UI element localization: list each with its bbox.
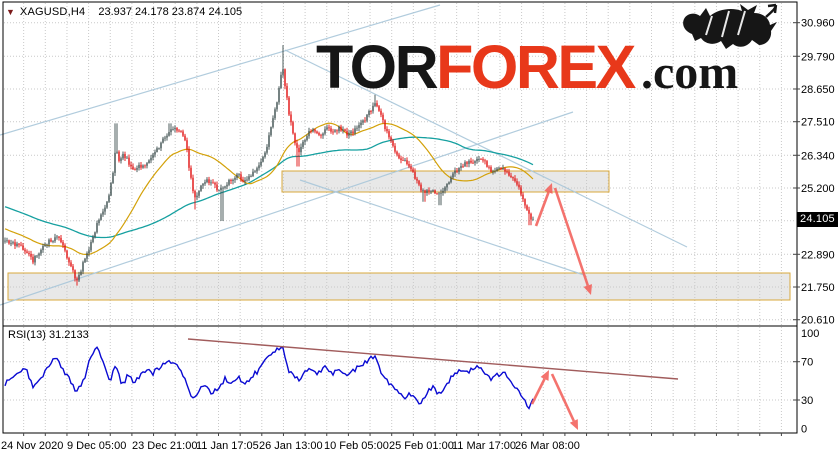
rsi-indicator-label: RSI(13) 31.2133 — [8, 329, 89, 341]
price-axis-label: 29.790 — [801, 51, 835, 63]
trendline — [299, 179, 585, 276]
svg-text:.com: .com — [641, 46, 738, 99]
ohlc-values: 23.937 24.178 23.874 24.105 — [98, 6, 243, 18]
price-axis-label: 27.510 — [801, 117, 835, 129]
date-axis-label: 11 Mar 17:00 — [452, 440, 516, 452]
price-axis-label: 22.890 — [801, 249, 835, 261]
date-axis-label: 10 Feb 05:00 — [324, 440, 389, 452]
pane-borders — [2, 1, 798, 434]
date-axis-label: 11 Jan 17:05 — [196, 440, 259, 452]
rsi-trendline — [187, 338, 679, 380]
trendlines-layer[interactable] — [0, 4, 688, 306]
symbol-ohlc-header: ▼ XAGUSD,H4 23.937 24.178 23.874 24.105 — [6, 6, 242, 18]
rsi-axis-label: 100 — [801, 328, 819, 340]
price-axis-label: 28.650 — [801, 84, 835, 96]
support-resistance-zones[interactable] — [7, 170, 791, 301]
symbol-marker-icon: ▼ — [6, 6, 15, 17]
price-zone — [281, 170, 610, 193]
trendline — [284, 49, 688, 248]
rsi-axis-label: 0 — [801, 424, 807, 436]
svg-text:TORFOREX: TORFOREX — [316, 33, 637, 101]
bull-logo-icon — [683, 3, 778, 49]
forecast-arrow — [534, 191, 550, 227]
rsi-axis[interactable]: 100 70 30 0 — [793, 328, 819, 436]
date-axis-label: 25 Feb 01:00 — [389, 440, 454, 452]
forecast-arrows[interactable] — [530, 183, 592, 430]
rsi-axis-label: 30 — [801, 395, 813, 407]
candles-layer — [4, 45, 534, 286]
ma-fast-line — [4, 122, 534, 255]
price-axis-label: 25.200 — [801, 183, 835, 195]
price-axis[interactable]: 30.960 29.790 28.650 27.510 26.340 25.200 22.8… — [793, 18, 835, 327]
rsi-layer — [4, 338, 679, 410]
grid-layer — [4, 3, 796, 432]
price-zone — [7, 272, 791, 301]
price-axis-label: 20.610 — [801, 315, 835, 327]
trendline — [0, 4, 441, 136]
forecast-arrow — [550, 373, 575, 422]
date-axis-label: 26 Jan 13:00 — [259, 440, 323, 452]
date-axis-label: 9 Dec 05:00 — [67, 440, 126, 452]
symbol-timeframe-label: XAGUSD,H4 — [19, 6, 86, 18]
price-axis-label: 26.340 — [801, 150, 835, 162]
rsi-line — [4, 346, 534, 410]
forecast-arrow — [553, 187, 590, 286]
price-axis-label: 21.750 — [801, 282, 835, 294]
forecast-arrow — [530, 378, 546, 405]
date-axis-label: 23 Dec 21:00 — [132, 440, 197, 452]
date-axis-label: 26 Mar 08:00 — [515, 440, 580, 452]
torforex-logo: TORFOREX .com — [316, 3, 778, 101]
current-price-badge: 24.105 — [797, 212, 838, 227]
date-axis-label: 24 Nov 2020 — [1, 440, 63, 452]
price-axis-label: 30.960 — [801, 18, 835, 30]
rsi-axis-label: 70 — [801, 357, 813, 369]
